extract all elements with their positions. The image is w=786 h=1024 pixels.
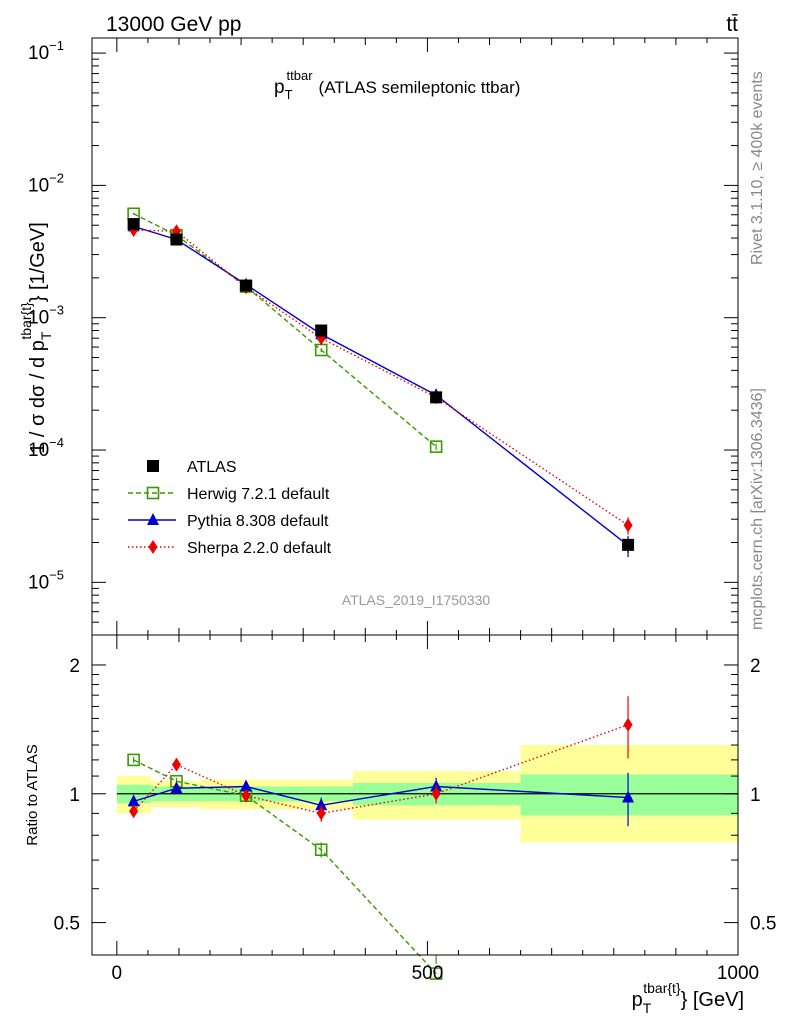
ratio-line-sherpa-2-2-0-default	[133, 724, 629, 815]
legend-entry-sherpa-2-2-0-default: Sherpa 2.2.0 default	[128, 540, 332, 557]
main-title-p: p	[274, 77, 285, 98]
data-point	[240, 279, 253, 292]
main-y-tick-base: 10	[28, 43, 49, 64]
x-tick-label: 500	[412, 963, 444, 984]
data-point	[622, 538, 635, 551]
ratio-point	[315, 798, 328, 811]
ratio-y-tick-label-right: 1	[750, 785, 761, 806]
ratio-series-pythia-8-308-default	[127, 772, 635, 827]
ratio-point	[241, 788, 251, 803]
legend-marker	[147, 460, 159, 472]
ratio-series-sherpa-2-2-0-default	[129, 696, 633, 822]
ratio-point	[171, 757, 181, 772]
main-y-tick-label: 10−2	[28, 170, 64, 196]
data-point	[315, 324, 328, 337]
legend-label: Sherpa 2.2.0 default	[187, 540, 332, 557]
data-point	[170, 233, 183, 246]
main-y-tick-base: 10	[28, 175, 49, 196]
watermark-label: ATLAS_2019_I1750330	[342, 592, 491, 608]
ratio-line-herwig-7-2-1-default	[133, 759, 437, 975]
main-y-tick-exp: −4	[49, 435, 64, 450]
ratio-point	[129, 804, 139, 819]
ratio-axis-ticks: 0.5 0.5 1 1 2 2 0 500 1000	[54, 635, 776, 984]
main-y-tick-base: 10	[28, 572, 49, 593]
main-y-label-unit: } [1/GeV]	[27, 222, 49, 302]
legend-label: ATLAS	[187, 459, 237, 476]
legend-entry-atlas: ATLAS	[147, 459, 237, 476]
x-label-sup: tbar{t}	[643, 980, 681, 996]
legend-entry-herwig-7-2-1-default: Herwig 7.2.1 default	[128, 486, 330, 503]
ratio-y-tick-label: 0.5	[54, 914, 80, 935]
ratio-line-pythia-8-308-default	[133, 785, 629, 806]
main-y-tick-label: 10−3	[28, 303, 64, 329]
ratio-y-axis-label: Ratio to ATLAS	[24, 744, 41, 845]
x-label-main: p	[632, 989, 643, 1011]
main-title-rest: (ATLAS semileptonic ttbar)	[319, 78, 521, 97]
ratio-point	[316, 806, 326, 821]
legend-marker	[146, 486, 160, 500]
ratio-series-herwig-7-2-1-default	[127, 753, 443, 980]
main-panel: 10−510−410−310−210−1 pTttbar(ATLAS semil…	[18, 37, 739, 636]
ratio-y-tick-label-right: 2	[750, 656, 761, 677]
series-line-herwig-7-2-1-default	[133, 213, 437, 448]
ratio-frame	[91, 634, 739, 956]
header-left-label: 13000 GeV pp	[106, 13, 241, 36]
main-title: pTttbar (ATLAS semileptonic ttbar)	[274, 68, 520, 102]
main-y-tick-base: 10	[28, 308, 49, 329]
legend-label: Pythia 8.308 default	[187, 513, 329, 530]
ratio-y-tick-label: 2	[69, 656, 80, 677]
ratio-point	[623, 717, 633, 732]
main-y-tick-label: 10−4	[28, 435, 64, 461]
legend-entry-pythia-8-308-default: Pythia 8.308 default	[128, 513, 329, 530]
main-y-tick-exp: −1	[49, 38, 64, 53]
ratio-point	[429, 967, 443, 980]
rivet-label: Rivet 3.1.10, ≥ 400k events	[749, 71, 766, 265]
series-pythia-8-308-default	[127, 219, 635, 558]
legend-marker	[147, 513, 159, 525]
main-y-tick-exp: −2	[49, 170, 64, 185]
main-y-tick-label: 10−1	[28, 38, 64, 64]
ratio-y-tick-label-right: 0.5	[750, 914, 776, 935]
ratio-panel: 0.5 0.5 1 1 2 2 0 500 1000 Ratio to ATLAS pTtbar…	[24, 634, 776, 1016]
main-y-label-sup: tbar{t}	[18, 302, 34, 340]
main-y-label-sub: T	[38, 331, 54, 340]
main-y-tick-exp: −3	[49, 303, 64, 318]
main-plot-area	[127, 207, 635, 558]
ratio-y-tick-label: 1	[69, 785, 80, 806]
ratio-point	[127, 753, 140, 767]
ratio-point	[431, 786, 441, 801]
legend-marker	[148, 540, 158, 554]
ratio-point	[314, 843, 328, 857]
series-line-sherpa-2-2-0-default	[133, 229, 629, 526]
header-right-label: tt̄	[726, 13, 738, 36]
series-line-pythia-8-308-default	[133, 225, 629, 547]
x-tick-label: 1000	[717, 963, 759, 984]
ratio-point	[127, 794, 140, 807]
ratio-plot-area	[116, 696, 738, 980]
series-atlas	[127, 218, 635, 553]
data-point	[127, 218, 140, 231]
main-axis-ticks: 10−510−410−310−210−1	[28, 38, 739, 636]
data-point	[623, 518, 633, 533]
ratio-point	[240, 779, 253, 792]
data-point	[429, 440, 443, 453]
x-label-sub: T	[643, 1000, 652, 1016]
legend-label: Herwig 7.2.1 default	[187, 486, 330, 503]
ratio-x-axis-label: pTtbar{t}} [GeV]	[632, 980, 744, 1016]
data-point	[430, 391, 443, 404]
main-y-tick-label: 10−5	[28, 567, 64, 593]
x-label-unit: } [GeV]	[681, 989, 744, 1011]
main-y-axis-label: 1 / σ dσ / d pTtbar{t}} [1/GeV]	[18, 222, 54, 454]
main-y-label-main: 1 / σ dσ / d p	[27, 340, 49, 454]
main-y-tick-exp: −5	[49, 567, 64, 582]
legend: ATLAS Herwig 7.2.1 default Pythia 8.308 de…	[128, 459, 332, 557]
ratio-point	[622, 790, 635, 803]
main-title-sub: T	[285, 87, 293, 102]
ratio-point	[170, 781, 183, 794]
x-tick-label: 0	[112, 963, 123, 984]
main-y-tick-base: 10	[28, 440, 49, 461]
mcplots-label: mcplots.cern.ch [arXiv:1306.3436]	[749, 388, 766, 630]
main-title-sup: ttbar	[287, 68, 314, 83]
